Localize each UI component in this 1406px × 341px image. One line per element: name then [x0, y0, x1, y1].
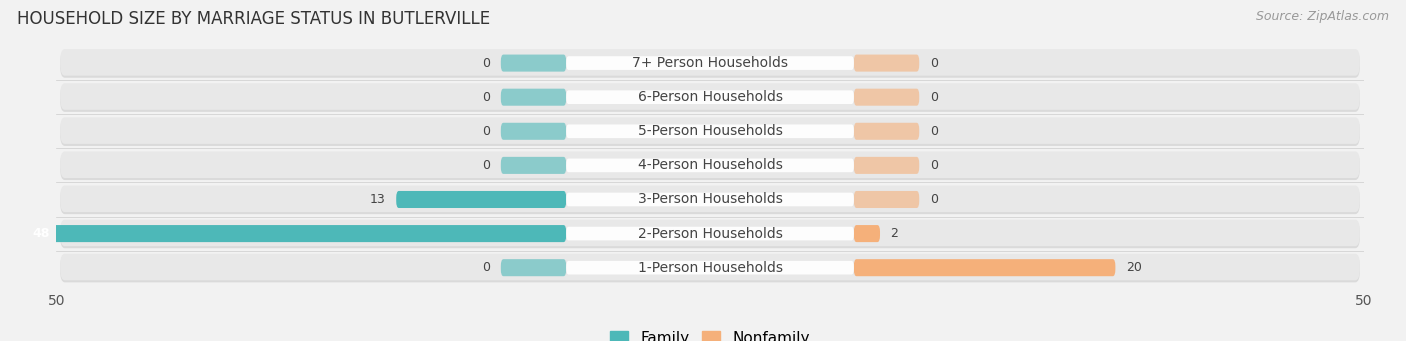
- FancyBboxPatch shape: [853, 157, 920, 174]
- Text: 0: 0: [482, 125, 491, 138]
- FancyBboxPatch shape: [60, 222, 1360, 248]
- FancyBboxPatch shape: [567, 159, 853, 172]
- FancyBboxPatch shape: [567, 193, 853, 206]
- Text: 5-Person Households: 5-Person Households: [637, 124, 783, 138]
- Text: 20: 20: [1126, 261, 1142, 274]
- Text: 13: 13: [370, 193, 385, 206]
- FancyBboxPatch shape: [853, 259, 1115, 276]
- Text: 6-Person Households: 6-Person Households: [637, 90, 783, 104]
- FancyBboxPatch shape: [60, 83, 1360, 110]
- Text: 0: 0: [482, 57, 491, 70]
- FancyBboxPatch shape: [60, 153, 1360, 180]
- FancyBboxPatch shape: [60, 256, 1360, 282]
- Text: 0: 0: [929, 91, 938, 104]
- FancyBboxPatch shape: [60, 51, 1360, 78]
- FancyBboxPatch shape: [60, 220, 1360, 246]
- FancyBboxPatch shape: [501, 55, 567, 72]
- FancyBboxPatch shape: [501, 89, 567, 106]
- Text: 0: 0: [482, 261, 491, 274]
- FancyBboxPatch shape: [60, 151, 1360, 178]
- FancyBboxPatch shape: [396, 191, 567, 208]
- FancyBboxPatch shape: [501, 157, 567, 174]
- Text: 0: 0: [482, 91, 491, 104]
- Text: 1-Person Households: 1-Person Households: [637, 261, 783, 275]
- Text: 0: 0: [929, 125, 938, 138]
- Text: 2: 2: [890, 227, 898, 240]
- FancyBboxPatch shape: [60, 188, 1360, 214]
- FancyBboxPatch shape: [567, 90, 853, 104]
- FancyBboxPatch shape: [60, 254, 1360, 280]
- Text: 7+ Person Households: 7+ Person Households: [633, 56, 787, 70]
- Text: 0: 0: [929, 193, 938, 206]
- FancyBboxPatch shape: [60, 117, 1360, 144]
- FancyBboxPatch shape: [501, 259, 567, 276]
- FancyBboxPatch shape: [567, 261, 853, 275]
- FancyBboxPatch shape: [60, 85, 1360, 112]
- Text: 0: 0: [929, 159, 938, 172]
- Text: HOUSEHOLD SIZE BY MARRIAGE STATUS IN BUTLERVILLE: HOUSEHOLD SIZE BY MARRIAGE STATUS IN BUT…: [17, 10, 491, 28]
- FancyBboxPatch shape: [853, 191, 920, 208]
- FancyBboxPatch shape: [567, 56, 853, 70]
- Text: Source: ZipAtlas.com: Source: ZipAtlas.com: [1256, 10, 1389, 23]
- FancyBboxPatch shape: [60, 119, 1360, 146]
- FancyBboxPatch shape: [567, 124, 853, 138]
- Text: 4-Person Households: 4-Person Households: [637, 158, 783, 173]
- Legend: Family, Nonfamily: Family, Nonfamily: [605, 325, 815, 341]
- FancyBboxPatch shape: [853, 89, 920, 106]
- Text: 48: 48: [32, 227, 51, 240]
- FancyBboxPatch shape: [60, 49, 1360, 76]
- Text: 2-Person Households: 2-Person Households: [637, 226, 783, 241]
- FancyBboxPatch shape: [853, 225, 880, 242]
- FancyBboxPatch shape: [567, 227, 853, 240]
- FancyBboxPatch shape: [501, 123, 567, 140]
- FancyBboxPatch shape: [0, 225, 567, 242]
- FancyBboxPatch shape: [60, 186, 1360, 212]
- FancyBboxPatch shape: [853, 55, 920, 72]
- Text: 0: 0: [929, 57, 938, 70]
- Text: 0: 0: [482, 159, 491, 172]
- Text: 3-Person Households: 3-Person Households: [637, 192, 783, 207]
- FancyBboxPatch shape: [853, 123, 920, 140]
